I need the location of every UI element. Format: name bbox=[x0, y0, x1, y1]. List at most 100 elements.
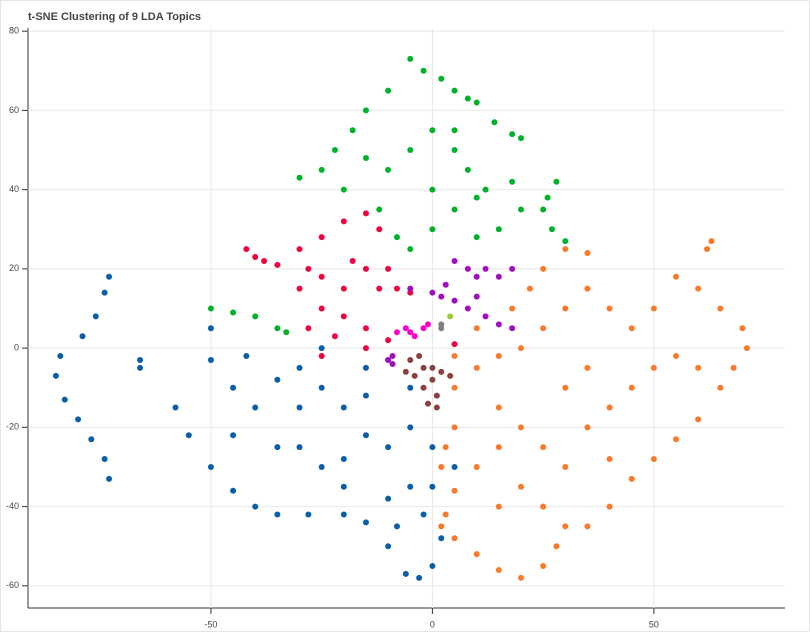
point bbox=[451, 384, 458, 391]
point bbox=[385, 444, 392, 451]
point bbox=[207, 325, 214, 332]
point bbox=[274, 511, 281, 518]
point bbox=[207, 356, 214, 363]
point bbox=[495, 566, 502, 573]
point bbox=[464, 305, 471, 312]
y-tick-label: -20 bbox=[6, 422, 19, 432]
point bbox=[606, 305, 613, 312]
point bbox=[185, 432, 192, 439]
point bbox=[584, 285, 591, 292]
point bbox=[464, 95, 471, 102]
point bbox=[207, 463, 214, 470]
point bbox=[495, 353, 502, 360]
point bbox=[650, 456, 657, 463]
point bbox=[101, 456, 108, 463]
point bbox=[438, 75, 445, 82]
point bbox=[482, 186, 489, 193]
point bbox=[451, 257, 458, 264]
point bbox=[473, 551, 480, 558]
point bbox=[447, 372, 454, 379]
point bbox=[451, 463, 458, 470]
point bbox=[424, 321, 431, 328]
point bbox=[473, 234, 480, 241]
point bbox=[331, 147, 338, 154]
point bbox=[362, 364, 369, 371]
point bbox=[495, 273, 502, 280]
x-tick-label: -50 bbox=[204, 619, 217, 629]
y-tick-label: 20 bbox=[9, 263, 19, 273]
point bbox=[340, 218, 347, 225]
point bbox=[429, 127, 436, 134]
point bbox=[416, 353, 423, 360]
point bbox=[473, 99, 480, 106]
point bbox=[296, 404, 303, 411]
point bbox=[362, 107, 369, 114]
point bbox=[518, 206, 525, 213]
point bbox=[473, 194, 480, 201]
point bbox=[376, 226, 383, 233]
point bbox=[362, 392, 369, 399]
point bbox=[385, 543, 392, 550]
point bbox=[540, 503, 547, 510]
point bbox=[349, 257, 356, 264]
point bbox=[393, 234, 400, 241]
point bbox=[433, 392, 440, 399]
point bbox=[438, 321, 445, 328]
point bbox=[438, 523, 445, 530]
point bbox=[562, 238, 569, 245]
point bbox=[562, 523, 569, 530]
point bbox=[407, 329, 414, 336]
point bbox=[393, 329, 400, 336]
point bbox=[407, 55, 414, 62]
point bbox=[296, 246, 303, 253]
point bbox=[411, 372, 418, 379]
point bbox=[451, 206, 458, 213]
point bbox=[230, 309, 237, 316]
point bbox=[340, 313, 347, 320]
point bbox=[106, 475, 113, 482]
point bbox=[407, 483, 414, 490]
point bbox=[385, 166, 392, 173]
point bbox=[628, 384, 635, 391]
point bbox=[451, 87, 458, 94]
point bbox=[407, 356, 414, 363]
point bbox=[526, 285, 533, 292]
point bbox=[695, 416, 702, 423]
point bbox=[420, 364, 427, 371]
point bbox=[438, 535, 445, 542]
point bbox=[743, 345, 750, 352]
point bbox=[252, 503, 259, 510]
point bbox=[296, 444, 303, 451]
point bbox=[704, 246, 711, 253]
point bbox=[518, 424, 525, 431]
point bbox=[553, 178, 560, 185]
point bbox=[429, 226, 436, 233]
point bbox=[318, 166, 325, 173]
point bbox=[407, 384, 414, 391]
point bbox=[420, 67, 427, 74]
point bbox=[442, 444, 449, 451]
point bbox=[495, 503, 502, 510]
x-tick-label: 50 bbox=[649, 619, 659, 629]
point bbox=[424, 400, 431, 407]
point bbox=[340, 186, 347, 193]
point bbox=[362, 265, 369, 272]
point bbox=[137, 364, 144, 371]
point bbox=[482, 313, 489, 320]
point bbox=[385, 87, 392, 94]
point bbox=[172, 404, 179, 411]
y-tick-label: 0 bbox=[14, 342, 19, 352]
point bbox=[261, 257, 268, 264]
point bbox=[296, 285, 303, 292]
point bbox=[451, 127, 458, 134]
point bbox=[274, 376, 281, 383]
point bbox=[628, 475, 635, 482]
point bbox=[451, 297, 458, 304]
point bbox=[495, 444, 502, 451]
point bbox=[385, 495, 392, 502]
point bbox=[584, 364, 591, 371]
point bbox=[650, 305, 657, 312]
point bbox=[473, 463, 480, 470]
point bbox=[717, 305, 724, 312]
